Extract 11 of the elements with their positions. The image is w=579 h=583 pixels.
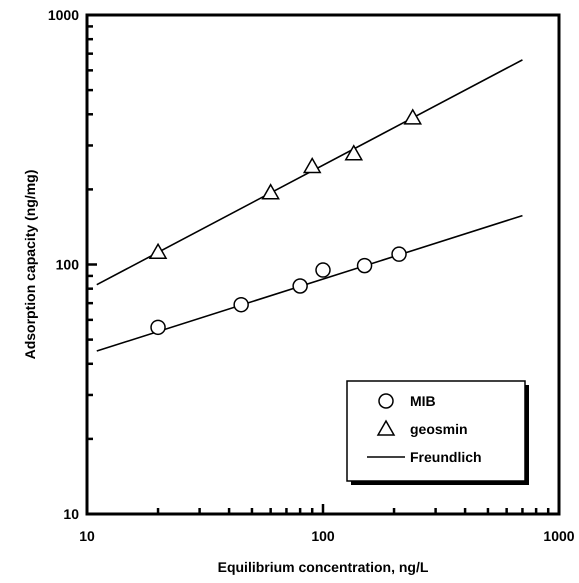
y-tick-label: 1000	[48, 7, 80, 23]
y-axis-title: Adsorption capacity (ng/mg)	[22, 170, 38, 360]
x-tick-label: 1000	[543, 528, 575, 544]
legend-label: Freundlich	[410, 449, 482, 465]
legend-label: geosmin	[410, 421, 468, 437]
x-tick-label: 10	[79, 528, 95, 544]
x-tick-label: 100	[311, 528, 335, 544]
x-axis-title: Equilibrium concentration, ng/L	[218, 559, 429, 575]
y-tick-label: 100	[56, 256, 80, 272]
y-tick-label: 10	[63, 506, 80, 522]
legend-label: MIB	[410, 393, 436, 409]
